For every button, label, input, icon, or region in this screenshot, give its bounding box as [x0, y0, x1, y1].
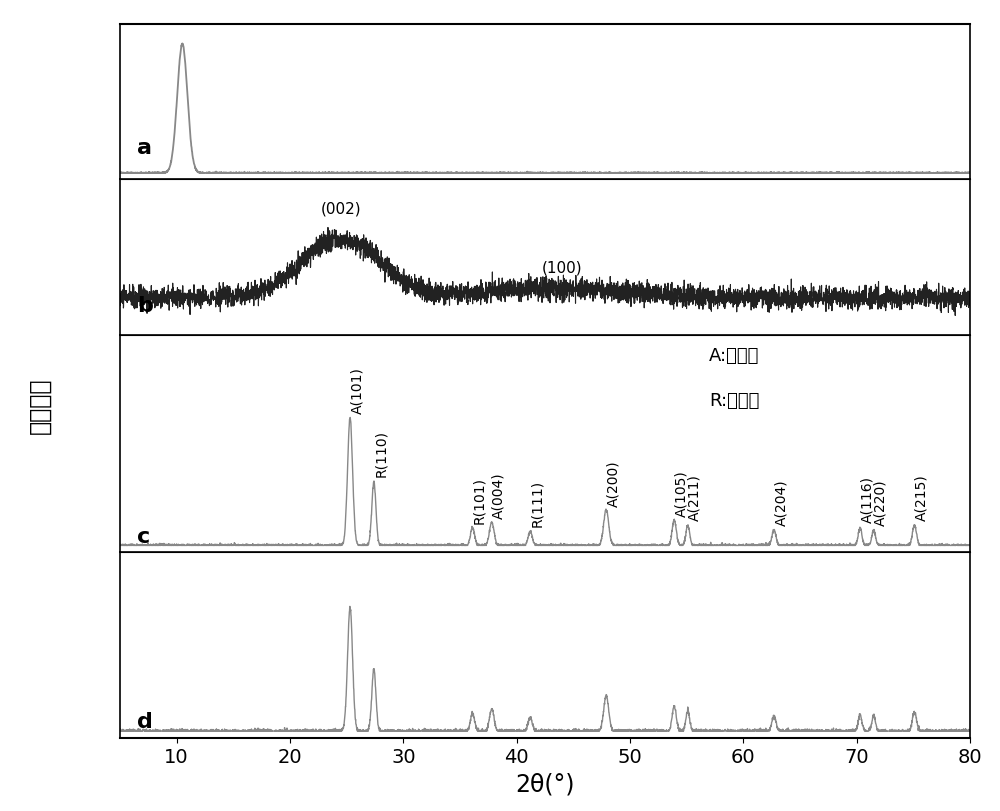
Text: d: d [137, 712, 153, 732]
Text: R(111): R(111) [530, 480, 544, 527]
Text: c: c [137, 527, 150, 547]
Text: A(105): A(105) [674, 470, 688, 517]
Text: (002): (002) [321, 201, 361, 217]
Text: A(204): A(204) [774, 479, 788, 526]
Text: (100): (100) [542, 260, 582, 276]
Text: R:金红石: R:金红石 [709, 393, 760, 410]
Text: A(116): A(116) [860, 476, 874, 523]
Text: a: a [137, 138, 152, 157]
Text: A(215): A(215) [914, 474, 928, 521]
Text: A(220): A(220) [874, 479, 888, 526]
Text: A(200): A(200) [606, 460, 620, 507]
Text: A(004): A(004) [492, 472, 506, 518]
Text: A:锐鈢矿: A:锐鈢矿 [709, 347, 760, 366]
Text: A(211): A(211) [688, 474, 702, 521]
Text: 相对强度: 相对强度 [28, 377, 52, 434]
Text: R(110): R(110) [374, 431, 388, 478]
Text: R(101): R(101) [472, 477, 486, 524]
Text: b: b [137, 296, 153, 316]
X-axis label: 2θ(°): 2θ(°) [515, 772, 575, 796]
Text: A(101): A(101) [350, 367, 364, 414]
